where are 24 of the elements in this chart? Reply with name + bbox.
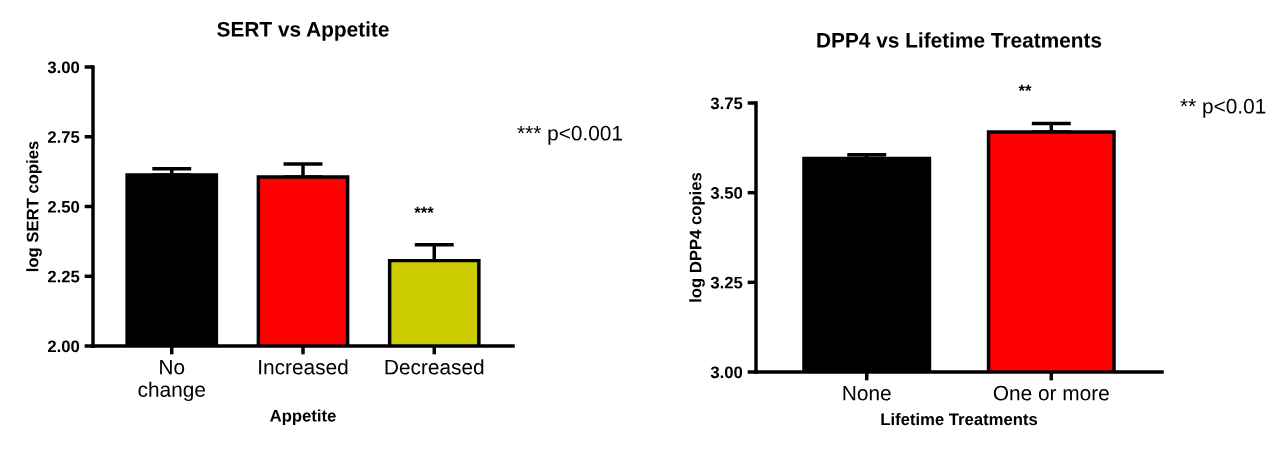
x-tick-label: No change (138, 359, 205, 402)
x-tick-label: One or more (993, 385, 1109, 401)
y-axis-title: log DPP4 copies (689, 172, 705, 302)
x-tick-label: Increased (259, 359, 348, 375)
y-tick-label: 2.50 (47, 200, 80, 213)
text: ** (1018, 84, 1032, 92)
x-tick-label: None (843, 385, 891, 401)
x-tick-label: Decreased (385, 359, 484, 375)
y-tick-label: 2.00 (47, 340, 80, 353)
x-axis-title: Lifetime Treatments (881, 412, 1038, 426)
x-axis-title: Appetite (270, 409, 336, 425)
annotation: *** (414, 206, 434, 214)
y-tick-label: 3.50 (710, 187, 743, 199)
chart-title: DPP4 vs Lifetime Treatments (817, 32, 1102, 48)
y-tick-label: 3.25 (710, 276, 743, 289)
chart-title: SERT vs Appetite (217, 21, 389, 41)
y-axis-title: log SERT copies (26, 141, 42, 272)
y-tick-label: 2.25 (47, 270, 80, 283)
text: ** p<0.01 (1180, 98, 1266, 118)
y-tick-label: 3.00 (47, 61, 80, 74)
text: *** p<0.001 (517, 125, 622, 145)
y-tick-label: 3.75 (710, 97, 743, 110)
y-tick-label: 2.75 (47, 131, 80, 143)
y-tick-label: 3.00 (710, 366, 743, 379)
